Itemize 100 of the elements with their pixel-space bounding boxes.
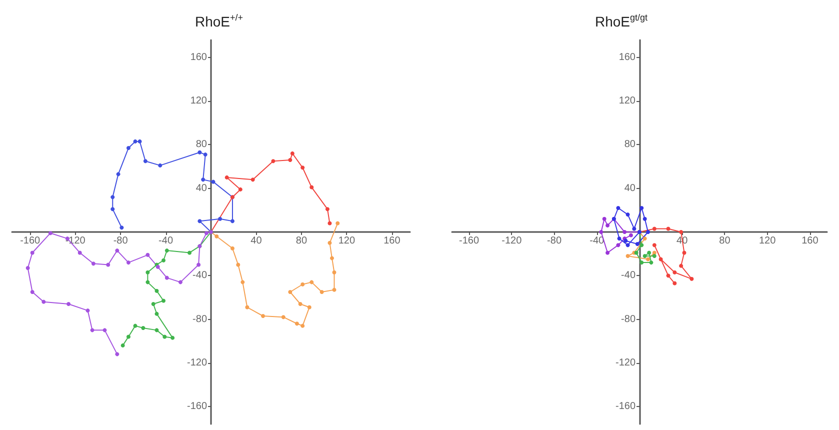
y-tick-label: -160	[186, 401, 208, 412]
point	[188, 250, 192, 255]
point	[211, 180, 216, 184]
point	[330, 256, 334, 260]
point	[170, 336, 175, 340]
y-tick-label: 40	[196, 182, 208, 194]
point	[203, 152, 208, 157]
point	[102, 328, 107, 332]
point	[658, 257, 663, 262]
chart-title: RhoE+/+	[195, 12, 244, 30]
point	[626, 243, 630, 248]
point	[230, 219, 234, 224]
point	[332, 288, 336, 292]
point	[652, 254, 656, 258]
point	[307, 305, 312, 310]
x-tick-label: -40	[158, 236, 174, 246]
point	[126, 334, 130, 339]
y-tick-label: 80	[624, 139, 636, 150]
point	[196, 262, 201, 267]
point	[66, 302, 71, 306]
x-tick-label: 160	[802, 236, 819, 246]
y-tick-label: 160	[190, 52, 208, 63]
point	[178, 280, 182, 284]
point	[198, 219, 202, 224]
point	[245, 305, 250, 310]
point	[141, 326, 146, 330]
point	[86, 308, 90, 313]
point	[646, 230, 650, 234]
point	[666, 226, 670, 231]
point	[640, 206, 644, 210]
x-tick-label: -80	[547, 236, 562, 246]
point	[626, 254, 630, 258]
y-tick-label: -40	[621, 270, 636, 282]
point	[336, 221, 340, 226]
point	[288, 290, 292, 294]
point	[42, 300, 46, 304]
point	[126, 260, 130, 265]
point	[652, 243, 656, 248]
x-tick-label: -40	[590, 236, 605, 246]
point	[628, 233, 633, 238]
point	[616, 243, 620, 248]
x-tick-label: -160	[20, 236, 41, 246]
point	[143, 159, 148, 164]
point	[642, 254, 647, 258]
y-tick-label: -80	[621, 314, 636, 325]
point	[154, 328, 159, 332]
point	[690, 276, 694, 281]
point	[616, 206, 620, 210]
point	[78, 250, 82, 255]
point	[679, 230, 684, 234]
point	[162, 298, 166, 303]
point	[106, 262, 110, 267]
point	[606, 250, 610, 255]
x-tick-label: 40	[250, 236, 262, 246]
point	[646, 257, 650, 262]
point	[154, 312, 159, 316]
point	[320, 290, 324, 294]
point	[198, 150, 202, 154]
point	[240, 280, 245, 284]
point	[328, 240, 332, 245]
y-tick-label: -160	[615, 401, 636, 412]
point	[30, 250, 34, 255]
point	[162, 334, 167, 339]
x-tick-label: 120	[338, 236, 356, 246]
point	[300, 324, 305, 328]
point	[310, 185, 314, 190]
point	[632, 226, 636, 231]
point	[666, 274, 670, 278]
point	[328, 221, 332, 226]
point	[310, 280, 314, 284]
line-series	[110, 139, 234, 234]
point	[647, 250, 652, 255]
point	[204, 231, 208, 236]
point	[599, 230, 604, 234]
y-tick-label: -40	[192, 270, 208, 282]
y-tick-label: 40	[624, 182, 636, 194]
x-tick-label: -80	[113, 236, 128, 246]
point	[652, 226, 656, 231]
point	[332, 270, 336, 274]
y-tick-label: 120	[190, 96, 208, 107]
point	[120, 226, 124, 230]
y-tick-label: -120	[615, 357, 636, 368]
point	[110, 195, 115, 200]
point	[90, 328, 94, 332]
point	[48, 231, 52, 236]
point	[201, 178, 206, 182]
point	[236, 262, 240, 267]
point	[325, 207, 330, 212]
point	[602, 216, 606, 221]
point	[120, 343, 125, 348]
y-tick-label: -120	[186, 357, 208, 368]
point	[622, 230, 627, 234]
point	[133, 324, 138, 328]
point	[158, 163, 162, 168]
point	[115, 248, 120, 253]
point	[91, 262, 96, 266]
point	[154, 288, 159, 293]
point	[218, 216, 222, 221]
point	[626, 212, 630, 217]
point	[164, 276, 169, 280]
